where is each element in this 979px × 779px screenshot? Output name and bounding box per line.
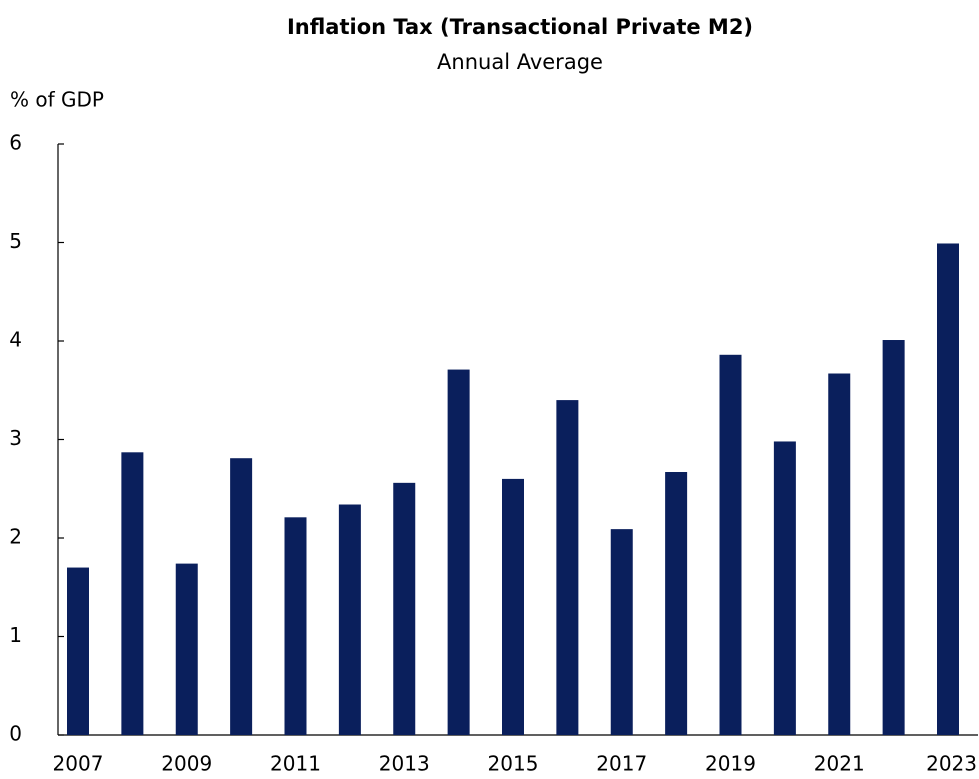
chart-title: Inflation Tax (Transactional Private M2) — [287, 15, 753, 39]
chart-subtitle: Annual Average — [437, 50, 603, 74]
x-tick-label: 2017 — [596, 752, 647, 776]
bar — [773, 441, 796, 735]
bar — [937, 243, 959, 736]
bar — [284, 517, 307, 735]
bar — [447, 369, 470, 735]
y-tick-label: 3 — [9, 426, 22, 450]
y-axis-label: % of GDP — [10, 88, 104, 112]
x-tick-label: 2013 — [379, 752, 430, 776]
y-tick-label: 1 — [9, 623, 22, 647]
x-tick-label: 2021 — [814, 752, 865, 776]
x-tick-label: 2023 — [926, 752, 977, 776]
bar — [338, 504, 361, 735]
x-tick-label: 2009 — [161, 752, 212, 776]
bar — [121, 452, 144, 735]
bar — [502, 478, 524, 735]
bar — [665, 472, 688, 735]
bar — [393, 482, 416, 735]
bar — [610, 529, 633, 735]
bar — [67, 567, 89, 735]
y-tick-label: 4 — [9, 328, 22, 352]
bar — [882, 340, 905, 735]
bar — [230, 458, 253, 735]
bar — [556, 400, 579, 735]
bar — [828, 373, 851, 735]
bar — [719, 354, 742, 735]
y-tick-label: 0 — [9, 722, 22, 746]
y-tick-label: 2 — [9, 525, 22, 549]
x-tick-label: 2011 — [270, 752, 321, 776]
x-tick-label: 2015 — [488, 752, 539, 776]
x-tick-label: 2019 — [705, 752, 756, 776]
y-tick-label: 6 — [9, 131, 22, 155]
y-tick-label: 5 — [9, 229, 22, 253]
x-tick-label: 2007 — [53, 752, 104, 776]
bar — [175, 563, 198, 735]
